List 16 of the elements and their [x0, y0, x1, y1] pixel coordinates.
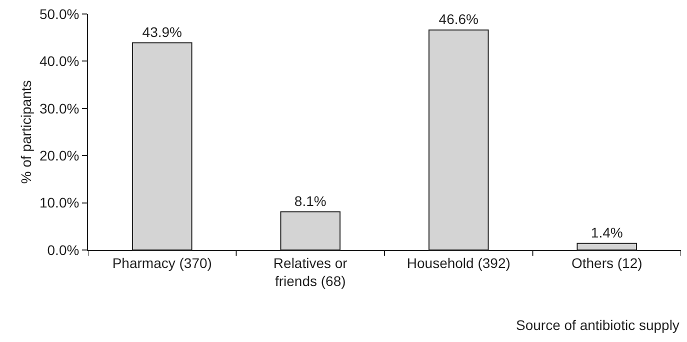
y-tick-label: 10.0%: [39, 194, 80, 211]
y-tick-label: 50.0%: [39, 6, 80, 22]
data-label: 1.4%: [590, 224, 623, 240]
x-tick-label: Others (12): [571, 254, 642, 271]
x-tick-label: Household (392): [406, 254, 510, 271]
y-tick-label: 20.0%: [39, 148, 80, 164]
x-axis-title: Source of antibiotic supply: [516, 317, 680, 333]
y-axis-title: % of participants: [18, 80, 34, 184]
data-label: 43.9%: [142, 24, 182, 40]
y-tick-label: 30.0%: [39, 100, 80, 116]
y-tick-label: 0.0%: [47, 242, 80, 258]
x-tick-label: Relatives or friends (68): [273, 254, 348, 289]
data-label: 8.1%: [294, 192, 326, 209]
y-tick-label: 40.0%: [39, 53, 80, 70]
data-label: 46.6%: [438, 11, 478, 28]
x-tick-label: Pharmacy (370): [112, 254, 212, 271]
